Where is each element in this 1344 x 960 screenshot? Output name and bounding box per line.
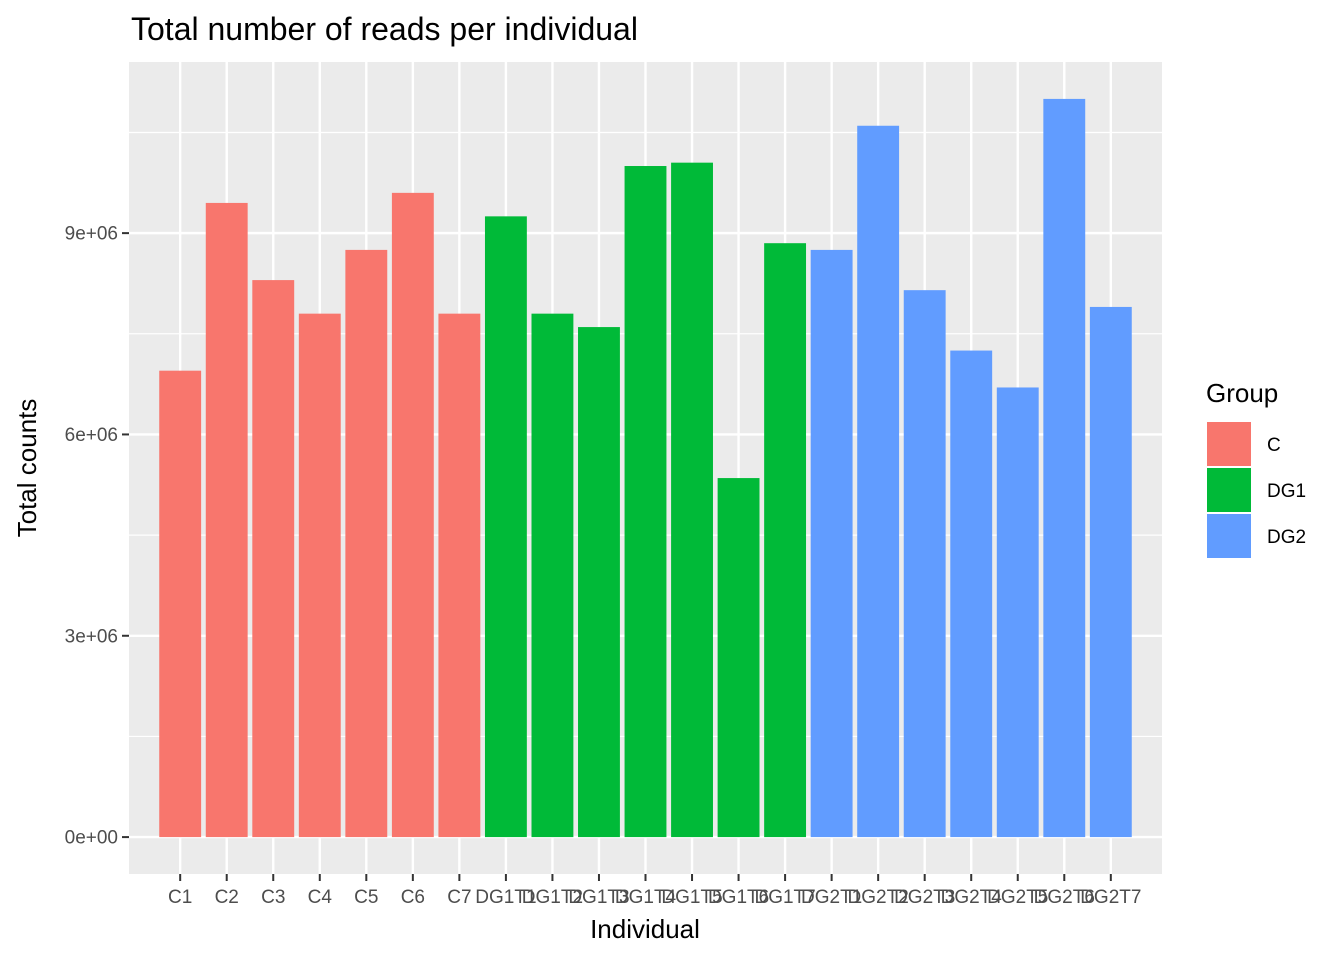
- x-tick-label-c6: C6: [401, 887, 425, 908]
- bar-dg1t7: [764, 243, 807, 838]
- bar-c2: [205, 202, 248, 838]
- bar-dg1t3: [578, 327, 620, 838]
- x-tick-label-dg2t5: DG2T5: [987, 887, 1048, 908]
- x-tick-label-dg1t4: DG1T4: [615, 887, 677, 908]
- bar-c3: [252, 280, 295, 838]
- x-tick-label-dg2t2: DG2T2: [848, 887, 909, 908]
- legend-key-dg1: [1207, 468, 1251, 512]
- x-tick-label-dg1t3: DG1T3: [568, 887, 629, 908]
- x-tick-label-dg2t7: DG2T7: [1080, 887, 1141, 908]
- bar-c7: [438, 313, 481, 838]
- legend-key-dg2: [1207, 514, 1251, 558]
- bar-c5: [345, 249, 388, 838]
- legend-label-c: C: [1267, 435, 1281, 456]
- y-axis: 0e+00 3e+06 6e+06 9e+06: [65, 224, 129, 849]
- x-tick-label-c1: C1: [168, 887, 192, 908]
- bar-dg2t1: [810, 249, 853, 838]
- x-axis-title: Individual: [590, 914, 700, 944]
- legend-key-c: [1207, 422, 1251, 466]
- y-tick-label: 6e+06: [65, 425, 118, 446]
- x-tick-label-dg2t3: DG2T3: [894, 887, 955, 908]
- x-tick-label-c7: C7: [447, 887, 471, 908]
- x-tick-label-dg1t5: DG1T5: [661, 887, 722, 908]
- bar-dg1t5: [671, 162, 713, 838]
- x-tick-label-c5: C5: [354, 887, 378, 908]
- legend-label-dg2: DG2: [1267, 527, 1306, 548]
- legend-title: Group: [1206, 378, 1278, 408]
- bar-c4: [298, 313, 341, 838]
- x-tick-label-c3: C3: [261, 887, 285, 908]
- x-tick-label-c4: C4: [308, 887, 333, 908]
- x-tick-label-dg1t7: DG1T7: [754, 887, 815, 908]
- bar-dg1t2: [531, 313, 574, 838]
- bar-dg2t5: [996, 387, 1039, 838]
- legend-label-dg1: DG1: [1267, 481, 1306, 502]
- bar-dg2t7: [1089, 306, 1132, 838]
- x-tick-label-dg1t6: DG1T6: [708, 887, 769, 908]
- bar-dg2t6: [1043, 98, 1086, 838]
- x-tick-label-c2: C2: [215, 887, 239, 908]
- x-tick-label-dg2t1: DG2T1: [801, 887, 862, 908]
- y-tick-label: 3e+06: [65, 626, 118, 647]
- x-axis: C1 C2 C3 C4 C5 C6 C7 DG1T1DG1T2DG1T3DG1T4DG1T5D…: [168, 874, 1141, 908]
- y-tick-label: 0e+00: [65, 828, 118, 849]
- bar-c6: [391, 192, 434, 838]
- x-tick-label-dg1t1: DG1T1: [475, 887, 536, 908]
- y-axis-title: Total counts: [12, 399, 42, 538]
- bar-dg2t4: [950, 350, 993, 838]
- bar-dg2t2: [857, 125, 900, 838]
- bar-c1: [159, 370, 202, 838]
- legend: Group C DG1 DG2: [1206, 378, 1306, 558]
- x-tick-label-dg1t2: DG1T2: [522, 887, 583, 908]
- x-tick-label-dg2t4: DG2T4: [941, 887, 1003, 908]
- bar-dg1t6: [717, 478, 760, 838]
- bar-dg1t1: [484, 216, 527, 838]
- y-tick-label: 9e+06: [65, 224, 118, 245]
- chart-title: Total number of reads per individual: [131, 11, 638, 47]
- bar-dg2t3: [903, 290, 946, 838]
- bar-series: [159, 98, 1132, 838]
- bar-dg1t4: [624, 166, 667, 838]
- x-tick-label-dg2t6: DG2T6: [1034, 887, 1095, 908]
